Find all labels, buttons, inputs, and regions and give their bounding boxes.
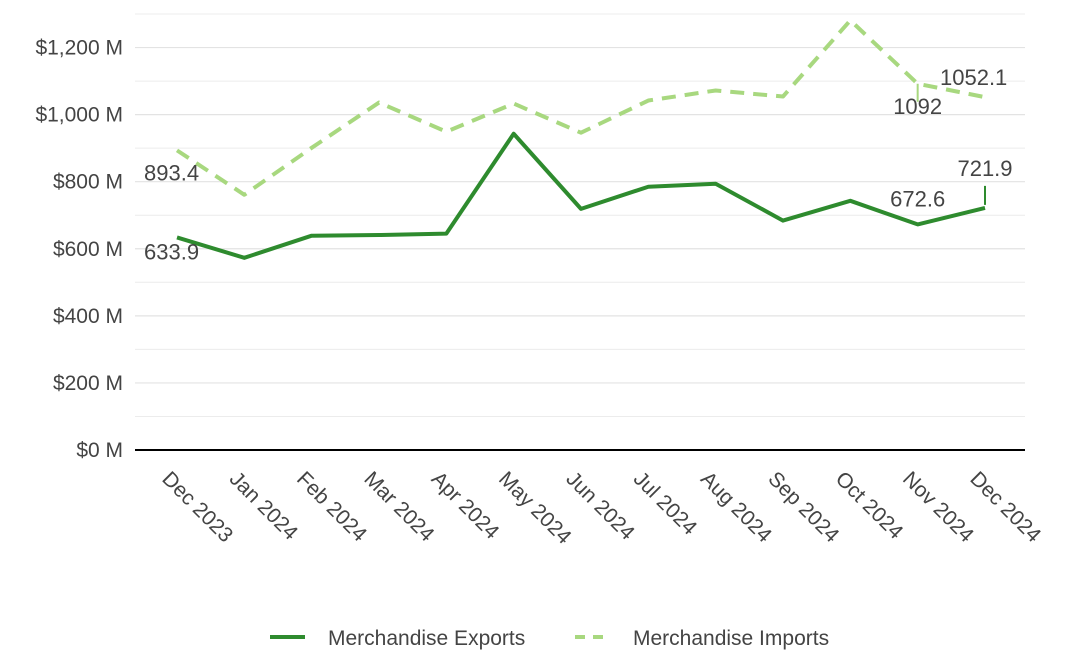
legend: Merchandise Exports Merchandise Imports [270,627,829,650]
data-label: 672.6 [890,186,945,211]
y-tick-label: $1,000 M [35,104,123,127]
x-tick-label: Sep 2024 [763,467,843,547]
data-label: 633.9 [144,239,199,264]
x-tick-label: Jul 2024 [629,467,702,540]
x-tick-label: Dec 2023 [157,467,237,547]
x-tick-label: Mar 2024 [359,467,438,546]
y-tick-label: $600 M [53,238,123,261]
y-tick-label: $200 M [53,372,123,395]
legend-label: Merchandise Imports [633,627,829,650]
series-line [175,18,986,197]
x-tick-label: Feb 2024 [292,467,371,546]
y-tick-label: $1,200 M [35,37,123,60]
x-tick-label: Apr 2024 [427,467,504,544]
legend-label: Merchandise Exports [328,627,525,650]
y-tick-label: $800 M [53,171,123,194]
data-label: 893.4 [144,160,199,185]
data-label: 1092 [893,94,942,119]
y-tick-label: $400 M [53,305,123,328]
y-tick-label: $0 M [76,439,123,462]
x-tick-label: Jan 2024 [225,467,303,545]
x-tick-label: Dec 2024 [965,467,1045,547]
x-tick-label: May 2024 [494,467,576,549]
x-tick-label: Aug 2024 [696,467,776,547]
x-tick-label: Oct 2024 [831,467,908,544]
data-label: 1052.1 [940,65,1007,90]
series-line [176,131,986,260]
data-label: 721.9 [957,156,1012,181]
x-tick-label: Nov 2024 [898,467,978,547]
